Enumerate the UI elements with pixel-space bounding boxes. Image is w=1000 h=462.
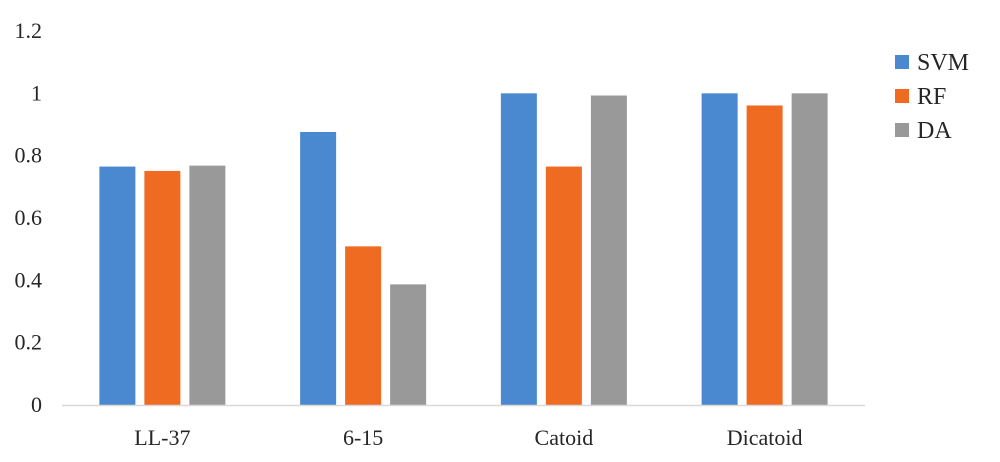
y-tick-label: 0.4 bbox=[15, 267, 43, 292]
y-tick-label: 0 bbox=[31, 392, 42, 417]
bar-svm-6-15 bbox=[300, 131, 337, 406]
bar-da-dicatoid bbox=[791, 93, 828, 405]
y-tick-label: 1.2 bbox=[15, 18, 43, 43]
x-category-label: Catoid bbox=[535, 425, 594, 450]
y-axis-tick-labels: 0 0.2 0.4 0.6 0.8 1 1.2 bbox=[15, 18, 43, 417]
x-category-label: 6-15 bbox=[343, 425, 383, 450]
legend-swatch-da bbox=[895, 123, 909, 137]
bar-rf-6-15 bbox=[345, 246, 382, 405]
bar-svm-ll-37 bbox=[99, 166, 136, 405]
x-axis-category-labels: LL-37 6-15 Catoid Dicatoid bbox=[134, 425, 802, 450]
bar-svm-dicatoid bbox=[701, 93, 738, 405]
legend-swatch-rf bbox=[895, 89, 909, 103]
legend-label-rf: RF bbox=[917, 84, 946, 110]
x-category-label: LL-37 bbox=[134, 425, 190, 450]
legend: SVM RF DA bbox=[895, 50, 969, 144]
legend-swatch-svm bbox=[895, 55, 909, 69]
y-tick-label: 0.8 bbox=[15, 143, 43, 168]
bar-rf-ll-37 bbox=[144, 170, 181, 405]
bars-group bbox=[99, 93, 828, 406]
y-tick-label: 0.2 bbox=[15, 330, 43, 355]
bar-svm-catoid bbox=[500, 93, 537, 405]
y-tick-label: 1 bbox=[31, 80, 42, 105]
bar-da-catoid bbox=[590, 95, 627, 405]
bar-da-ll-37 bbox=[189, 165, 226, 405]
legend-label-svm: SVM bbox=[917, 50, 969, 76]
x-category-label: Dicatoid bbox=[727, 425, 803, 450]
bar-da-6-15 bbox=[390, 284, 427, 405]
y-tick-label: 0.6 bbox=[15, 205, 43, 230]
legend-label-da: DA bbox=[917, 118, 952, 144]
bar-rf-catoid bbox=[545, 166, 582, 405]
bar-rf-dicatoid bbox=[746, 105, 783, 405]
